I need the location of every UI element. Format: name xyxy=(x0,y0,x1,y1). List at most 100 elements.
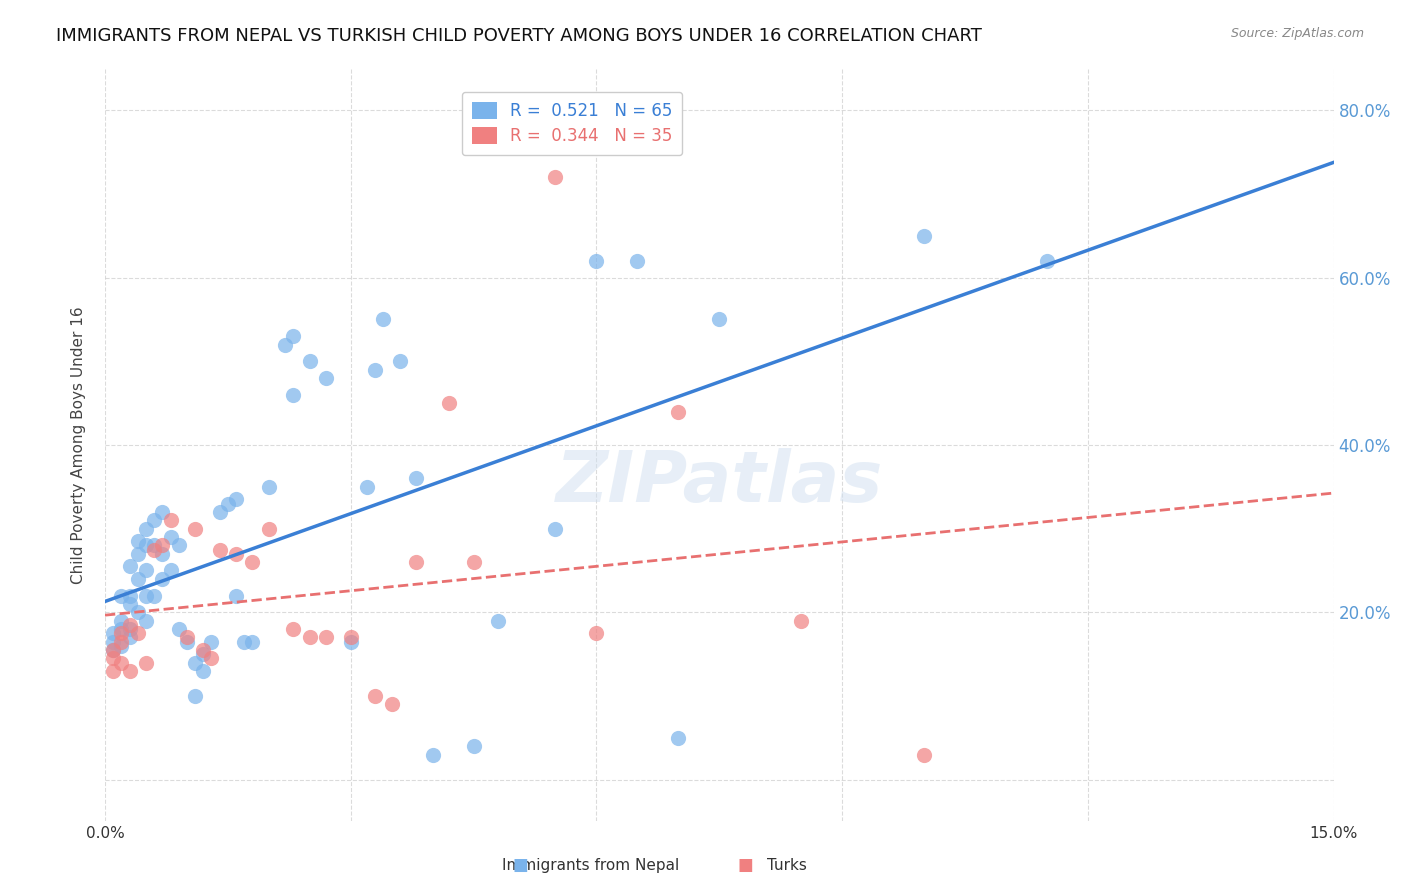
Point xyxy=(225,547,247,561)
Point xyxy=(405,555,427,569)
Point xyxy=(233,634,256,648)
Point xyxy=(110,626,132,640)
Point xyxy=(193,664,215,678)
Point xyxy=(167,622,190,636)
Point xyxy=(110,614,132,628)
Point xyxy=(1036,254,1059,268)
Point xyxy=(373,312,395,326)
Point xyxy=(298,354,321,368)
Point xyxy=(135,656,157,670)
Point xyxy=(110,656,132,670)
Point xyxy=(315,631,337,645)
Point xyxy=(208,542,231,557)
Y-axis label: Child Poverty Among Boys Under 16: Child Poverty Among Boys Under 16 xyxy=(72,306,86,583)
Point xyxy=(585,254,607,268)
Point xyxy=(790,614,813,628)
Point xyxy=(364,689,387,703)
Point xyxy=(110,622,132,636)
Point xyxy=(315,371,337,385)
Point xyxy=(159,513,181,527)
Point xyxy=(118,618,141,632)
Text: ■: ■ xyxy=(512,855,529,873)
Point xyxy=(118,631,141,645)
Point xyxy=(118,597,141,611)
Point xyxy=(118,589,141,603)
Point xyxy=(666,731,689,745)
Point xyxy=(159,564,181,578)
Point xyxy=(101,651,124,665)
Point xyxy=(709,312,731,326)
Point xyxy=(127,605,149,619)
Point xyxy=(544,170,567,185)
Point xyxy=(200,651,222,665)
Point xyxy=(184,522,207,536)
Point xyxy=(135,589,157,603)
Point xyxy=(217,497,239,511)
Point xyxy=(127,572,149,586)
Point xyxy=(143,513,166,527)
Point xyxy=(135,564,157,578)
Point xyxy=(193,643,215,657)
Point xyxy=(118,559,141,574)
Point xyxy=(242,634,264,648)
Point xyxy=(135,522,157,536)
Point xyxy=(110,634,132,648)
Point xyxy=(405,471,427,485)
Text: IMMIGRANTS FROM NEPAL VS TURKISH CHILD POVERTY AMONG BOYS UNDER 16 CORRELATION C: IMMIGRANTS FROM NEPAL VS TURKISH CHILD P… xyxy=(56,27,983,45)
Point xyxy=(118,622,141,636)
Point xyxy=(101,643,124,657)
Point xyxy=(912,747,935,762)
Point xyxy=(150,505,173,519)
Point xyxy=(101,643,124,657)
Point xyxy=(486,614,509,628)
Text: ■: ■ xyxy=(737,855,754,873)
Point xyxy=(381,698,404,712)
Point xyxy=(283,329,305,343)
Point xyxy=(150,572,173,586)
Point xyxy=(143,589,166,603)
Text: Immigrants from Nepal: Immigrants from Nepal xyxy=(502,858,679,872)
Point xyxy=(225,492,247,507)
Legend: R =  0.521   N = 65, R =  0.344   N = 35: R = 0.521 N = 65, R = 0.344 N = 35 xyxy=(461,92,682,155)
Point xyxy=(101,664,124,678)
Point xyxy=(388,354,411,368)
Point xyxy=(167,538,190,552)
Point xyxy=(159,530,181,544)
Text: ZIPatlas: ZIPatlas xyxy=(555,448,883,517)
Point xyxy=(127,626,149,640)
Point xyxy=(101,634,124,648)
Point xyxy=(283,622,305,636)
Point xyxy=(585,626,607,640)
Point xyxy=(101,626,124,640)
Point xyxy=(176,631,198,645)
Point xyxy=(127,547,149,561)
Point xyxy=(626,254,648,268)
Point xyxy=(150,547,173,561)
Point xyxy=(242,555,264,569)
Point xyxy=(135,538,157,552)
Point xyxy=(200,634,222,648)
Point xyxy=(208,505,231,519)
Point xyxy=(150,538,173,552)
Point xyxy=(666,404,689,418)
Point xyxy=(298,631,321,645)
Point xyxy=(257,522,280,536)
Point xyxy=(274,337,297,351)
Point xyxy=(143,542,166,557)
Point xyxy=(118,664,141,678)
Point xyxy=(135,614,157,628)
Point xyxy=(110,639,132,653)
Point xyxy=(143,538,166,552)
Point xyxy=(184,656,207,670)
Point xyxy=(225,589,247,603)
Point xyxy=(356,480,378,494)
Text: Source: ZipAtlas.com: Source: ZipAtlas.com xyxy=(1230,27,1364,40)
Point xyxy=(283,388,305,402)
Point xyxy=(257,480,280,494)
Point xyxy=(339,634,361,648)
Point xyxy=(339,631,361,645)
Point xyxy=(110,589,132,603)
Point xyxy=(127,534,149,549)
Point xyxy=(364,362,387,376)
Point xyxy=(176,634,198,648)
